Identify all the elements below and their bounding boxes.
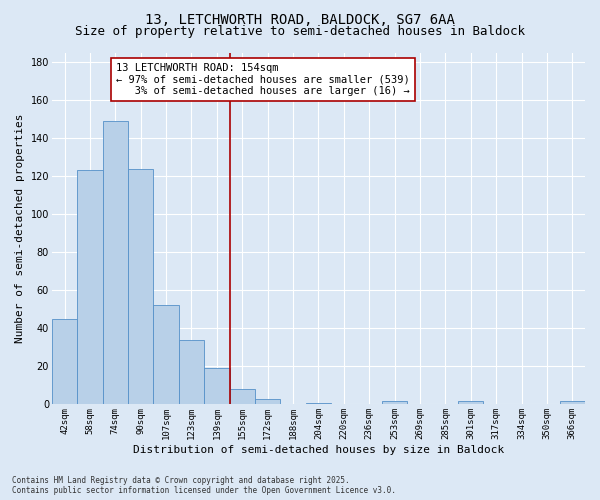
Bar [306, 402, 331, 404]
Bar [458, 400, 484, 404]
X-axis label: Distribution of semi-detached houses by size in Baldock: Distribution of semi-detached houses by … [133, 445, 504, 455]
Text: Size of property relative to semi-detached houses in Baldock: Size of property relative to semi-detach… [75, 25, 525, 38]
Bar [103, 121, 128, 405]
Text: Contains HM Land Registry data © Crown copyright and database right 2025.
Contai: Contains HM Land Registry data © Crown c… [12, 476, 396, 495]
Bar [77, 170, 103, 404]
Bar [255, 398, 280, 404]
Bar [230, 389, 255, 404]
Bar [179, 340, 204, 404]
Bar [154, 306, 179, 404]
Text: 13 LETCHWORTH ROAD: 154sqm
← 97% of semi-detached houses are smaller (539)
   3%: 13 LETCHWORTH ROAD: 154sqm ← 97% of semi… [116, 63, 410, 96]
Bar [382, 400, 407, 404]
Y-axis label: Number of semi-detached properties: Number of semi-detached properties [15, 114, 25, 343]
Bar [204, 368, 230, 404]
Text: 13, LETCHWORTH ROAD, BALDOCK, SG7 6AA: 13, LETCHWORTH ROAD, BALDOCK, SG7 6AA [145, 12, 455, 26]
Bar [560, 400, 585, 404]
Bar [52, 319, 77, 404]
Bar [128, 168, 154, 404]
